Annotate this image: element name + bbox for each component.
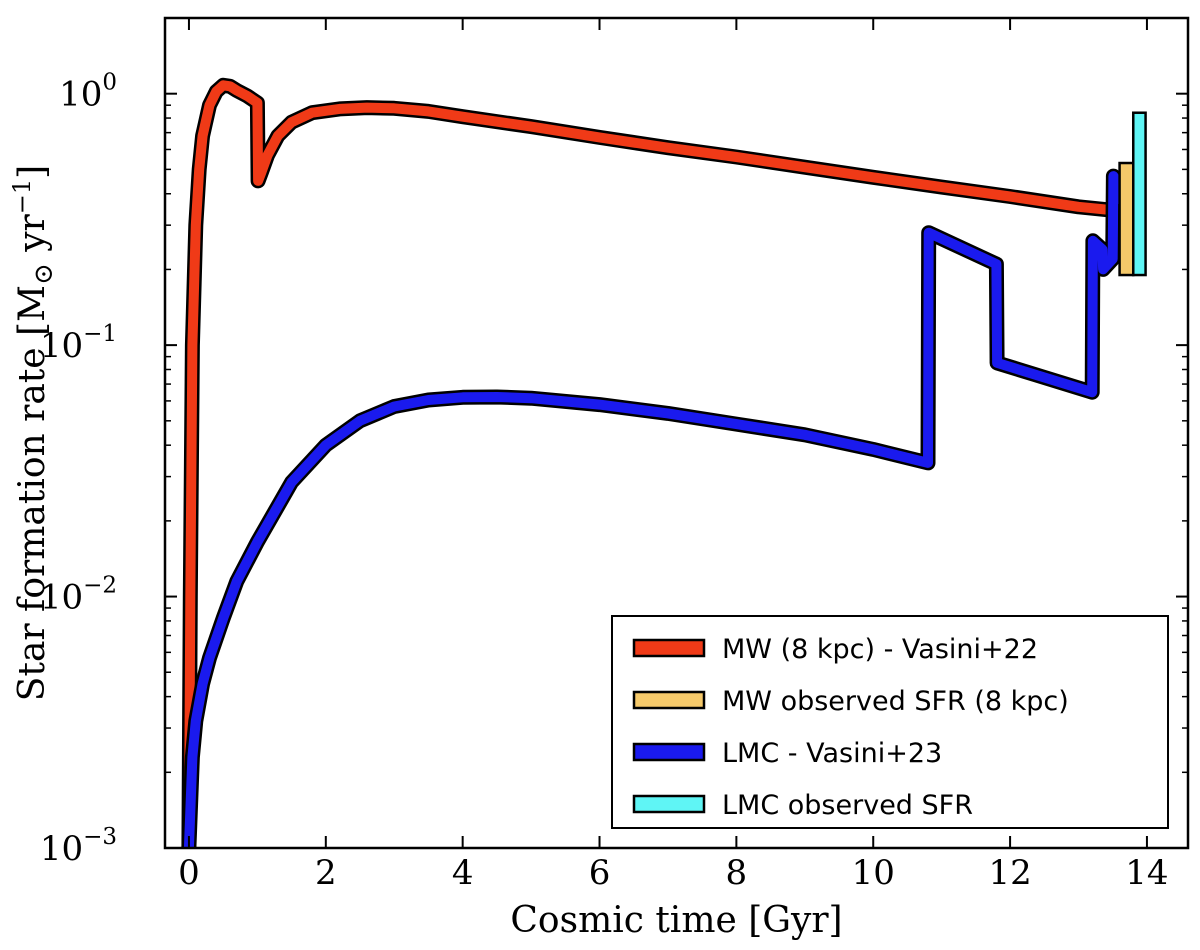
y-tick-label: 100 (59, 70, 117, 115)
legend-label: LMC observed SFR (722, 790, 973, 821)
y-axis-label: Star formation rate [M⊙ yr−1] (8, 165, 59, 701)
y-tick-label: 10−1 (40, 321, 117, 366)
plot-frame (163, 16, 1190, 850)
y-tick-label: 10−2 (40, 573, 117, 618)
legend-item: LMC - Vasini+23 (632, 738, 942, 769)
legend: MW (8 kpc) - Vasini+22 MW observed SFR (8… (611, 615, 1169, 829)
x-tick-label: 4 (452, 853, 474, 893)
bar-lmc-observed-sfr (1132, 111, 1147, 277)
legend-label: LMC - Vasini+23 (722, 738, 942, 769)
bar-mw-observed-sfr-8-kpc (1118, 161, 1135, 277)
legend-swatch (632, 638, 706, 658)
x-tick-label: 14 (1125, 853, 1168, 893)
series-layer (181, 77, 1147, 848)
legend-item: MW (8 kpc) - Vasini+22 (632, 634, 1038, 665)
x-tick-label: 8 (726, 853, 748, 893)
tick-labels-layer: 0 2 4 6 8 10 12 14 10−3 10−2 10−1 100 (40, 70, 1169, 893)
legend-item: MW observed SFR (8 kpc) (632, 686, 1069, 717)
series-line (183, 171, 1132, 848)
legend-item: LMC observed SFR (632, 790, 973, 821)
x-tick-label: 0 (178, 853, 200, 893)
x-axis-label: Cosmic time [Gyr] (510, 900, 842, 941)
y-axis-label-exp: −1 (8, 179, 36, 214)
y-axis-label-mid: yr (12, 213, 53, 263)
x-tick-label: 10 (852, 853, 895, 893)
legend-swatch (632, 690, 706, 710)
legend-label: MW observed SFR (8 kpc) (722, 686, 1069, 717)
x-tick-label: 6 (589, 853, 611, 893)
x-tick-label: 12 (988, 853, 1031, 893)
series-mw-8-kpc-vasini-22 (181, 77, 1117, 848)
x-tick-label: 2 (315, 853, 337, 893)
y-axis-label-prefix: Star formation rate [M (12, 285, 53, 701)
series-line (183, 80, 1115, 848)
y-tick-label: 10−3 (40, 824, 117, 869)
y-axis-label-sun: ⊙ (29, 263, 59, 285)
legend-swatch (632, 742, 706, 762)
series-lmc-vasini-23 (181, 168, 1134, 848)
ticks-layer (165, 17, 1188, 849)
legend-swatch (632, 794, 706, 814)
legend-label: MW (8 kpc) - Vasini+22 (722, 634, 1038, 665)
y-axis-label-suffix: ] (12, 165, 53, 179)
